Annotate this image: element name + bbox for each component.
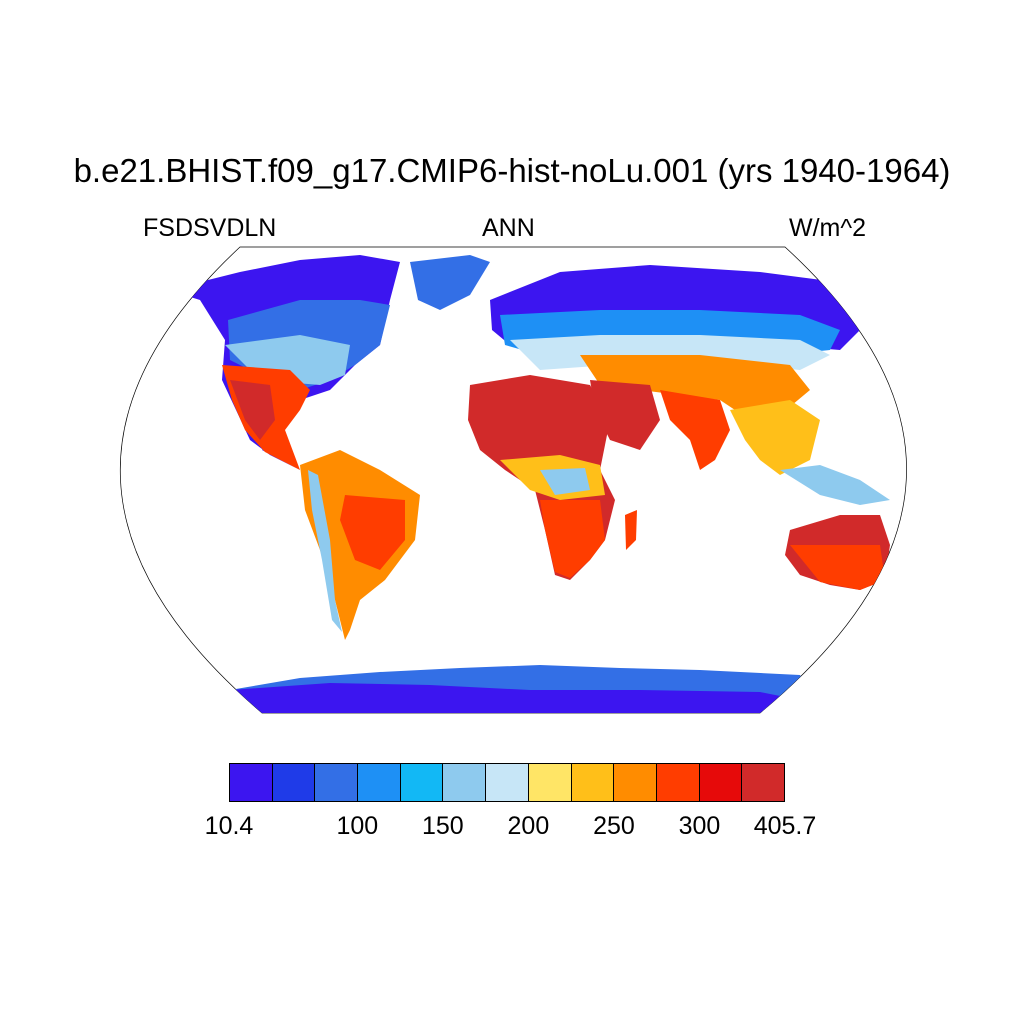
plot-title: b.e21.BHIST.f09_g17.CMIP6-hist-noLu.001 … [73, 152, 951, 189]
colorbar-box [570, 763, 614, 802]
africa-south [540, 500, 605, 578]
colorbar-label: 100 [336, 812, 379, 840]
colorbar-box [357, 763, 400, 802]
africa-cool [540, 468, 590, 495]
antarctica-edge [230, 683, 800, 713]
colorbar-box [271, 763, 315, 802]
colorbar-box [613, 763, 656, 802]
india [660, 390, 730, 470]
australia-north [790, 545, 885, 590]
se-asia [730, 400, 820, 475]
colorbar-label: 405.7 [753, 812, 817, 840]
new-zealand [895, 585, 907, 612]
indonesia [780, 465, 890, 505]
colorbar-box [655, 763, 699, 802]
units-label: W/m^2 [789, 214, 867, 242]
asia-warm [580, 355, 810, 420]
greenland [410, 255, 490, 310]
south-america-hot [340, 495, 405, 570]
mexico-hot [230, 380, 275, 440]
colorbar-box [741, 763, 785, 802]
colorbar-label: 10.4 [204, 812, 254, 840]
colorbar-label: 300 [678, 812, 721, 840]
variable-label: FSDSVDLN [143, 214, 277, 242]
colorbar-box [442, 763, 486, 802]
colorbar-label: 200 [507, 812, 550, 840]
colorbar-box [485, 763, 528, 802]
andes-cool [308, 470, 342, 632]
colorbar-box [527, 763, 571, 802]
season-label: ANN [482, 214, 535, 242]
colorbar-box [229, 763, 272, 802]
colorbar-label: 250 [593, 812, 635, 840]
colorbar-box [314, 763, 358, 802]
colorbar-box [698, 763, 742, 802]
madagascar [625, 510, 637, 550]
colorbar-label: 150 [421, 812, 464, 840]
colorbar-box [399, 763, 443, 802]
colorbar [229, 763, 785, 802]
